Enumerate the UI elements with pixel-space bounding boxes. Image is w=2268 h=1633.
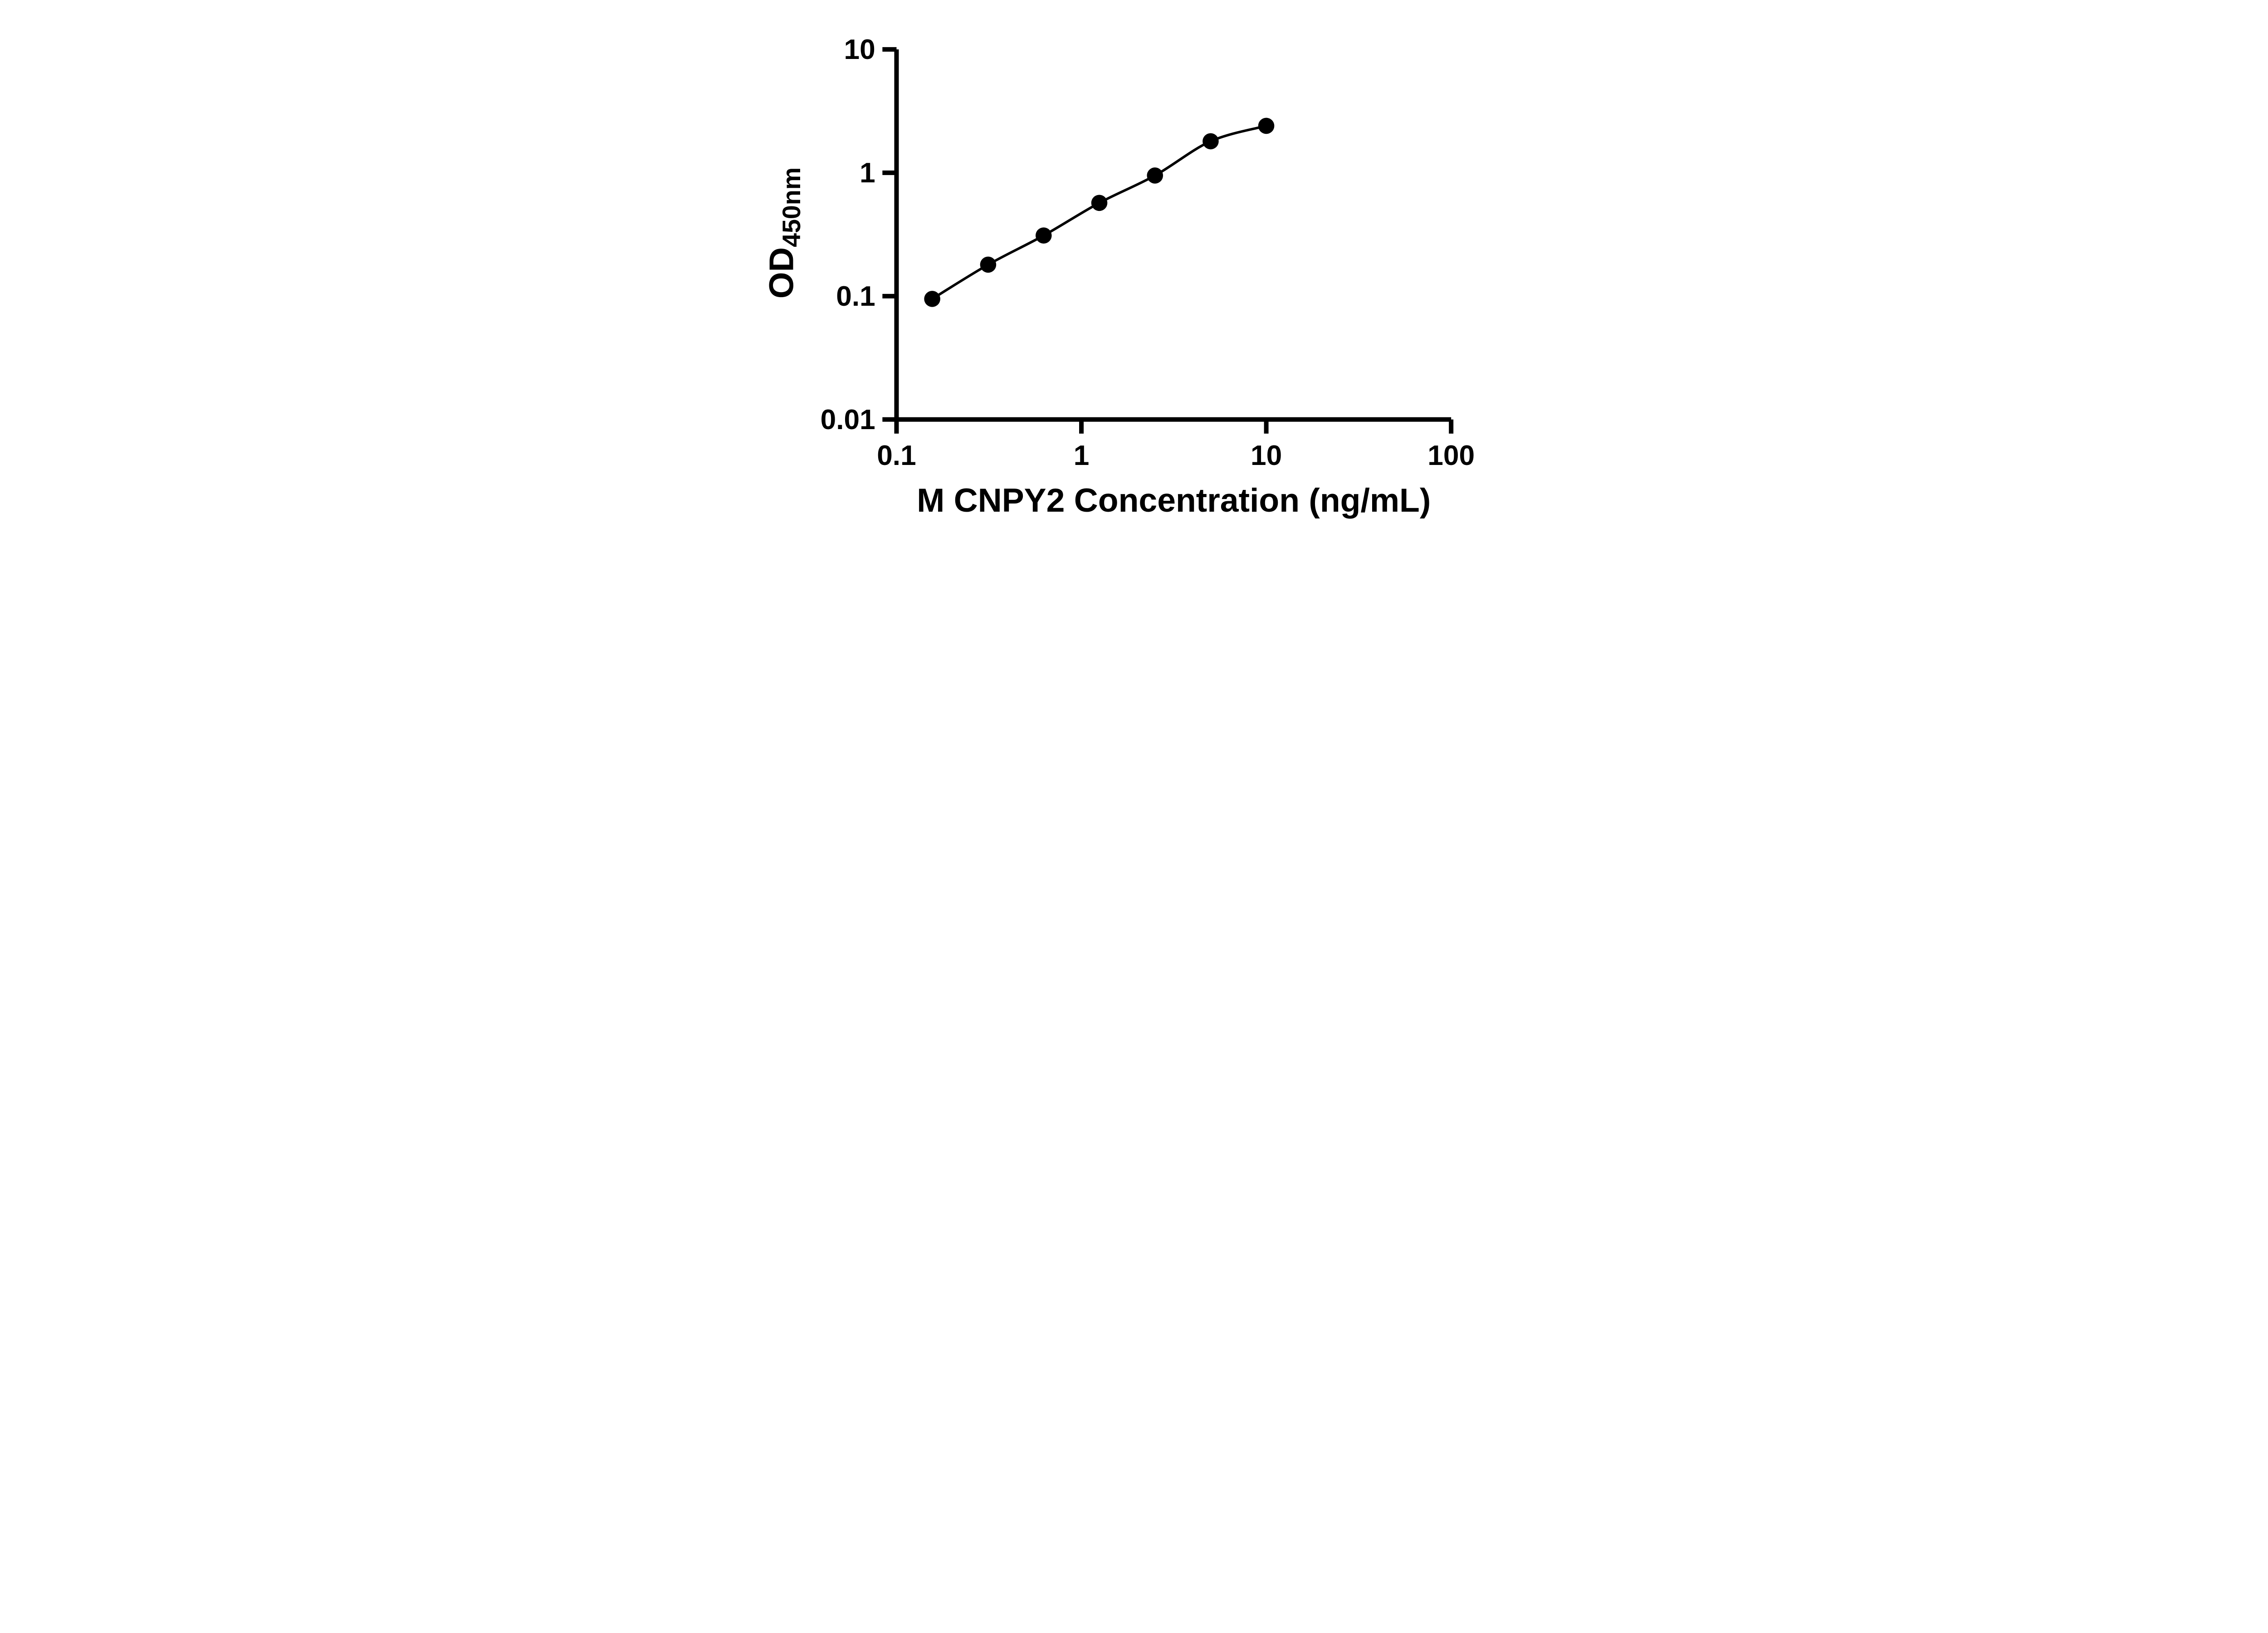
y-axis-title: OD450nm	[763, 167, 806, 298]
data-point-marker	[1147, 167, 1163, 184]
fit-curve	[931, 124, 1267, 300]
x-tick-label: 10	[1251, 440, 1282, 471]
x-tick-label: 100	[1427, 440, 1475, 471]
axes	[894, 49, 1452, 422]
data-point-marker	[1036, 227, 1052, 244]
axis-lines	[894, 49, 1452, 422]
x-tick-label: 0.1	[877, 440, 916, 471]
x-tick-label: 1	[1074, 440, 1090, 471]
y-tick-label: 1	[860, 157, 875, 189]
x-axis-title: M CNPY2 Concentration (ng/mL)	[917, 482, 1431, 519]
y-tick-label: 10	[844, 34, 875, 65]
fit-curve-path	[931, 124, 1267, 300]
data-point-marker	[980, 256, 997, 273]
elisa-standard-curve-figure: 0.1 1 10 100 0.01 0.1 1 10 M CNPY2 Concentratio…	[745, 0, 1523, 544]
y-axis-title-subscript: 450nm	[777, 167, 806, 247]
data-points	[924, 117, 1275, 307]
y-tick-label: 0.01	[821, 404, 875, 435]
y-axis-title-main: OD	[763, 247, 801, 298]
y-tick-label: 0.1	[836, 281, 875, 312]
tick-marks	[882, 47, 1454, 434]
data-point-marker	[924, 291, 940, 307]
data-point-marker	[1202, 133, 1219, 150]
data-point-marker	[1091, 195, 1108, 211]
data-point-marker	[1258, 117, 1275, 134]
